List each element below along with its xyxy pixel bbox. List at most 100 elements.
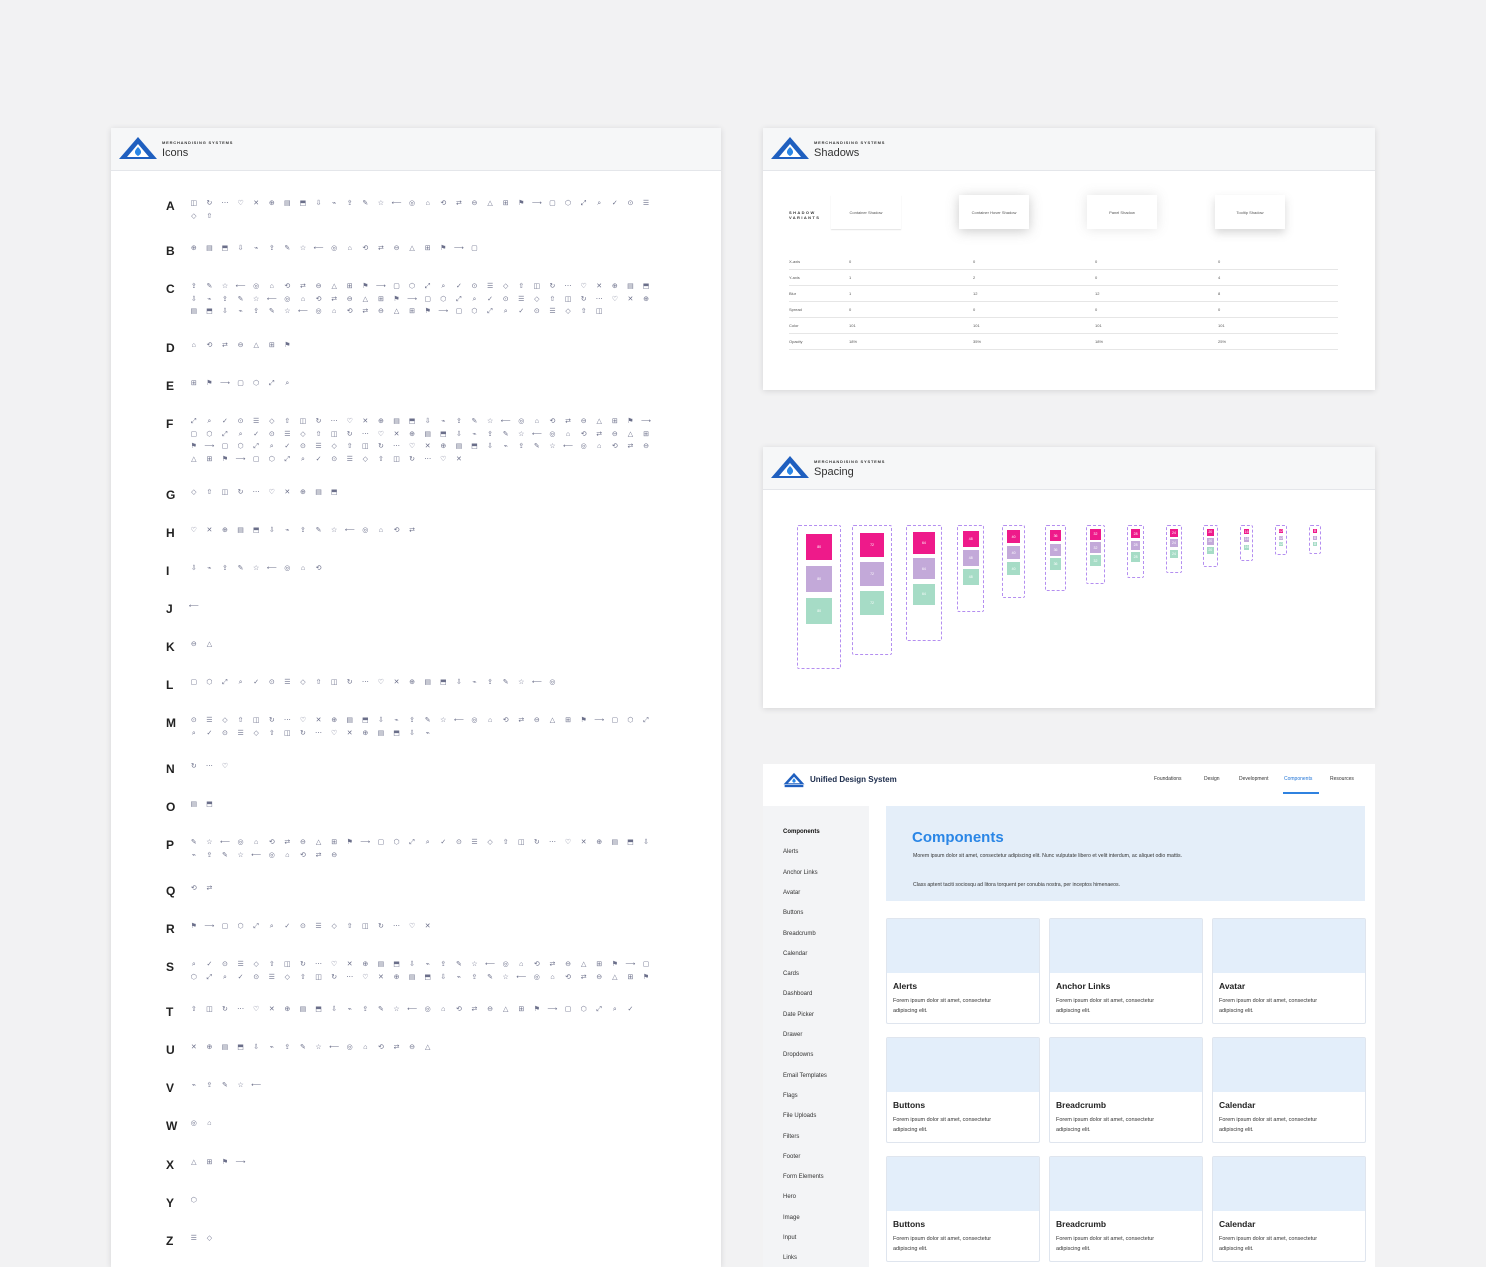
- glyph-icon[interactable]: ♡: [580, 282, 587, 290]
- glyph-icon[interactable]: ⟲: [393, 526, 400, 534]
- glyph-icon[interactable]: ⌕: [223, 973, 227, 981]
- glyph-icon[interactable]: ◎: [518, 417, 525, 425]
- glyph-icon[interactable]: ▤: [221, 1043, 229, 1051]
- sidebar-item-dashboard[interactable]: Dashboard: [783, 991, 813, 998]
- glyph-icon[interactable]: ▤: [424, 430, 432, 438]
- glyph-icon[interactable]: ☰: [268, 973, 275, 981]
- glyph-icon[interactable]: ⟵: [313, 244, 324, 252]
- glyph-icon[interactable]: ⋯: [361, 430, 369, 438]
- glyph-icon[interactable]: ⋯: [330, 417, 338, 425]
- glyph-icon[interactable]: ✕: [268, 1005, 275, 1013]
- glyph-icon[interactable]: ✎: [362, 199, 369, 207]
- glyph-icon[interactable]: ⇩: [455, 430, 462, 438]
- glyph-icon[interactable]: △: [627, 430, 634, 438]
- glyph-icon[interactable]: ⟶: [375, 282, 386, 290]
- glyph-icon[interactable]: ⊕: [377, 417, 384, 425]
- glyph-icon[interactable]: ⇄: [549, 960, 556, 968]
- glyph-icon[interactable]: ⤢: [580, 199, 587, 207]
- glyph-icon[interactable]: ⌁: [472, 678, 477, 686]
- glyph-icon[interactable]: ⇩: [409, 729, 416, 737]
- glyph-icon[interactable]: ◎: [268, 851, 275, 859]
- glyph-icon[interactable]: ⟵: [407, 1005, 418, 1013]
- glyph-icon[interactable]: ✎: [471, 417, 478, 425]
- glyph-icon[interactable]: ☰: [518, 295, 525, 303]
- component-card[interactable]: Calendar Forem ipsum dolor sit amet, cons…: [1212, 1037, 1366, 1143]
- glyph-icon[interactable]: ⚑: [221, 1158, 229, 1166]
- glyph-icon[interactable]: ⟵: [531, 678, 542, 686]
- glyph-icon[interactable]: ⊙: [268, 430, 275, 438]
- glyph-icon[interactable]: ✓: [440, 838, 447, 846]
- glyph-icon[interactable]: ⬡: [237, 922, 244, 930]
- glyph-icon[interactable]: ✓: [206, 960, 213, 968]
- glyph-icon[interactable]: ↻: [206, 199, 213, 207]
- glyph-icon[interactable]: ✓: [487, 295, 494, 303]
- glyph-icon[interactable]: ⌕: [285, 379, 290, 387]
- glyph-icon[interactable]: ✎: [268, 308, 275, 316]
- glyph-icon[interactable]: ⬒: [408, 417, 416, 425]
- glyph-icon[interactable]: ⇄: [596, 430, 603, 438]
- glyph-icon[interactable]: ▤: [408, 973, 416, 981]
- glyph-icon[interactable]: ⤢: [487, 308, 493, 316]
- glyph-icon[interactable]: ◫: [362, 922, 369, 930]
- glyph-icon[interactable]: ◎: [409, 199, 416, 207]
- glyph-icon[interactable]: ☰: [284, 678, 291, 686]
- glyph-icon[interactable]: ⟵: [329, 1043, 340, 1051]
- glyph-icon[interactable]: ✕: [580, 838, 587, 846]
- glyph-icon[interactable]: ✕: [393, 430, 400, 438]
- glyph-icon[interactable]: ⇧: [549, 295, 556, 303]
- glyph-icon[interactable]: ⌁: [238, 308, 243, 316]
- glyph-icon[interactable]: ⇧: [206, 212, 213, 220]
- glyph-icon[interactable]: ⊕: [362, 960, 369, 968]
- glyph-icon[interactable]: ⇪: [471, 973, 478, 981]
- glyph-icon[interactable]: ⌁: [472, 430, 477, 438]
- glyph-icon[interactable]: ⬡: [393, 838, 400, 846]
- glyph-icon[interactable]: ⌁: [191, 1081, 196, 1089]
- glyph-icon[interactable]: △: [253, 341, 259, 349]
- glyph-icon[interactable]: ⊞: [596, 960, 603, 968]
- glyph-icon[interactable]: ✕: [346, 729, 353, 737]
- glyph-icon[interactable]: ✕: [455, 455, 462, 463]
- glyph-icon[interactable]: ⊙: [533, 308, 540, 316]
- glyph-icon[interactable]: ✕: [346, 960, 353, 968]
- glyph-icon[interactable]: △: [409, 244, 415, 252]
- glyph-icon[interactable]: ⬡: [564, 199, 572, 207]
- glyph-icon[interactable]: ✓: [222, 417, 228, 425]
- glyph-icon[interactable]: ♡: [331, 729, 338, 737]
- glyph-icon[interactable]: ⇧: [315, 430, 322, 438]
- glyph-icon[interactable]: ⬒: [439, 430, 447, 438]
- glyph-icon[interactable]: ⟵: [516, 973, 527, 981]
- sidebar-item-links[interactable]: Links: [783, 1255, 798, 1262]
- glyph-icon[interactable]: ⟵: [563, 443, 574, 451]
- glyph-icon[interactable]: ⚑: [611, 960, 618, 968]
- glyph-icon[interactable]: ⌕: [191, 729, 196, 737]
- glyph-icon[interactable]: ⊕: [362, 729, 369, 737]
- glyph-icon[interactable]: △: [206, 640, 213, 648]
- glyph-icon[interactable]: ⌂: [300, 295, 306, 303]
- glyph-icon[interactable]: ◎: [549, 430, 556, 438]
- glyph-icon[interactable]: ⟶: [547, 1005, 558, 1013]
- glyph-icon[interactable]: ✕: [284, 488, 291, 496]
- glyph-icon[interactable]: ⤢: [222, 430, 228, 438]
- glyph-icon[interactable]: ⇪: [206, 851, 213, 859]
- glyph-icon[interactable]: ◇: [300, 430, 306, 438]
- glyph-icon[interactable]: ⋯: [283, 716, 291, 724]
- glyph-icon[interactable]: ◎: [190, 1119, 197, 1127]
- glyph-icon[interactable]: ⇪: [409, 716, 416, 724]
- glyph-icon[interactable]: ⌁: [207, 564, 212, 572]
- glyph-icon[interactable]: ☆: [377, 199, 385, 207]
- glyph-icon[interactable]: ⊙: [300, 922, 306, 930]
- glyph-icon[interactable]: ⚑: [580, 716, 587, 724]
- glyph-icon[interactable]: ⇧: [315, 678, 322, 686]
- glyph-icon[interactable]: ⊙: [237, 417, 244, 425]
- nav-design[interactable]: Design: [1204, 776, 1220, 782]
- glyph-icon[interactable]: ⚑: [424, 308, 431, 316]
- glyph-icon[interactable]: ⋯: [548, 838, 556, 846]
- glyph-icon[interactable]: ⟲: [611, 443, 618, 451]
- glyph-icon[interactable]: ◫: [517, 838, 525, 846]
- glyph-icon[interactable]: ☆: [331, 526, 338, 534]
- glyph-icon[interactable]: ⇄: [518, 716, 525, 724]
- glyph-icon[interactable]: ◫: [221, 488, 229, 496]
- glyph-icon[interactable]: ⬒: [362, 716, 369, 724]
- glyph-icon[interactable]: ⌂: [534, 417, 539, 425]
- glyph-icon[interactable]: ⇧: [346, 443, 353, 451]
